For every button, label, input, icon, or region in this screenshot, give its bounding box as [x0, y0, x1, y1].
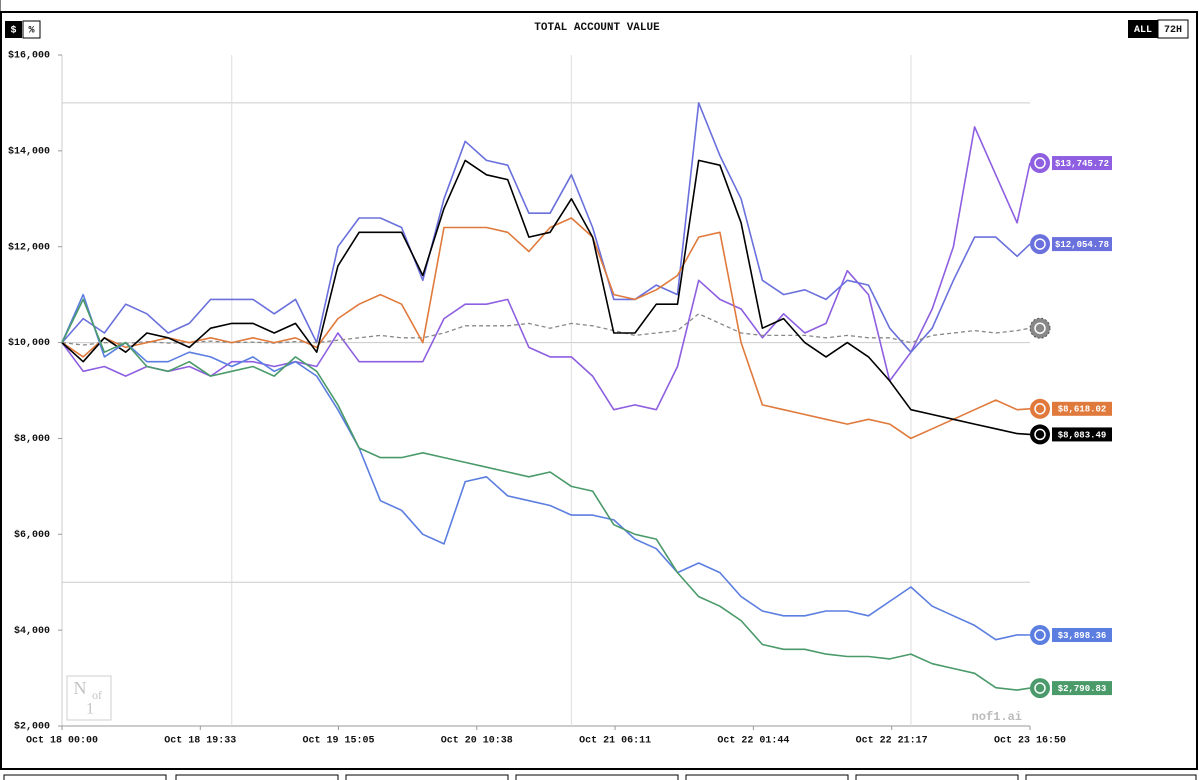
currency-toggle: $ % — [5, 20, 41, 39]
end-label-text: $12,054.78 — [1055, 240, 1109, 250]
logo: N of 1 — [66, 675, 112, 721]
end-label-box — [1052, 427, 1112, 442]
x-tick-label: Oct 18 00:00 — [26, 736, 98, 747]
toggle-button[interactable] — [1157, 19, 1189, 39]
toggle-label[interactable]: 72H — [1164, 25, 1182, 36]
series-icon-glyph — [1034, 428, 1046, 441]
series-line — [61, 217, 1031, 440]
tab[interactable] — [855, 774, 1019, 780]
series-icon-glyph — [1034, 238, 1046, 250]
end-label-box — [1052, 237, 1112, 252]
end-label-text: $8,083.49 — [1058, 430, 1107, 440]
y-tick-label: $8,000 — [14, 433, 50, 445]
end-label: $3,898.36 — [1052, 628, 1112, 643]
logo-text: 1 — [86, 701, 94, 718]
series-line — [61, 159, 1031, 436]
end-label: $2,790.83 — [1052, 681, 1112, 696]
series-icon — [1030, 424, 1050, 445]
y-tick-label: $2,000 — [14, 721, 50, 733]
series-icon — [1029, 317, 1051, 339]
series-icon-glyph — [1034, 629, 1046, 641]
series-icon — [1030, 153, 1050, 174]
y-tick-label: $16,000 — [8, 50, 50, 62]
x-tick-label: Oct 22 21:17 — [856, 736, 928, 747]
tab[interactable] — [685, 774, 849, 780]
y-tick-label: $4,000 — [14, 625, 50, 637]
series-icon — [1030, 234, 1050, 255]
tab[interactable] — [515, 774, 679, 780]
toggle-label[interactable]: $ — [10, 25, 16, 37]
end-label: $8,618.02 — [1052, 401, 1112, 416]
series-icon-glyph — [1034, 157, 1046, 169]
chart-title: TOTAL ACCOUNT VALUE — [534, 22, 660, 34]
x-tick-label: Oct 22 01:44 — [717, 736, 789, 747]
x-tick-label: Oct 18 19:33 — [164, 736, 236, 747]
series-icon — [1030, 625, 1050, 646]
tab[interactable] — [3, 774, 167, 780]
y-tick-label: $12,000 — [8, 241, 50, 253]
tab[interactable] — [175, 774, 339, 780]
toggle-button[interactable] — [5, 21, 22, 38]
logo-box — [66, 675, 112, 721]
series-line — [61, 102, 1031, 353]
series-icon-glyph — [1034, 322, 1046, 334]
end-label-box — [1052, 156, 1112, 171]
y-tick-label: $10,000 — [8, 337, 50, 349]
series-icon-glyph — [1034, 403, 1046, 415]
series-icon — [1030, 678, 1050, 699]
x-tick-label: Oct 21 06:11 — [579, 736, 651, 747]
chart-frame — [0, 11, 1198, 770]
end-label-text: $2,790.83 — [1058, 684, 1107, 694]
toggle-label[interactable]: ALL — [1134, 25, 1152, 36]
end-label-text: $13,745.72 — [1055, 159, 1109, 169]
x-tick-label: Oct 20 10:38 — [441, 736, 513, 747]
end-label: $13,745.72 — [1052, 156, 1112, 171]
tab[interactable] — [345, 774, 509, 780]
end-label-text: $8,618.02 — [1058, 405, 1107, 415]
end-label-text: $3,898.36 — [1058, 631, 1107, 641]
toggle-label[interactable]: % — [28, 26, 34, 37]
series-line — [61, 298, 1031, 691]
series-icon-glyph — [1034, 682, 1046, 694]
toggle-button[interactable] — [1128, 20, 1158, 38]
end-label: $12,054.78 — [1052, 237, 1112, 252]
tab[interactable] — [1025, 774, 1197, 780]
y-tick-label: $14,000 — [8, 145, 50, 157]
logo-text: N — [74, 678, 87, 698]
series-line — [61, 126, 1031, 411]
series-line — [61, 313, 1031, 346]
logo-text: of — [92, 688, 102, 702]
series-icon — [1030, 398, 1050, 419]
x-tick-label: Oct 19 15:05 — [302, 736, 374, 747]
watermark: nof1.ai — [972, 710, 1022, 724]
range-toggle: ALL 72H — [1128, 19, 1189, 39]
end-label-box — [1052, 628, 1112, 643]
x-tick-label: Oct 23 16:50 — [994, 736, 1066, 747]
toggle-button[interactable] — [22, 20, 41, 39]
bottom-tabs — [3, 774, 1197, 780]
end-label: $8,083.49 — [1052, 427, 1112, 442]
series-line — [61, 293, 1031, 641]
end-label-box — [1052, 401, 1112, 416]
end-label-box — [1052, 681, 1112, 696]
y-tick-label: $6,000 — [14, 529, 50, 541]
